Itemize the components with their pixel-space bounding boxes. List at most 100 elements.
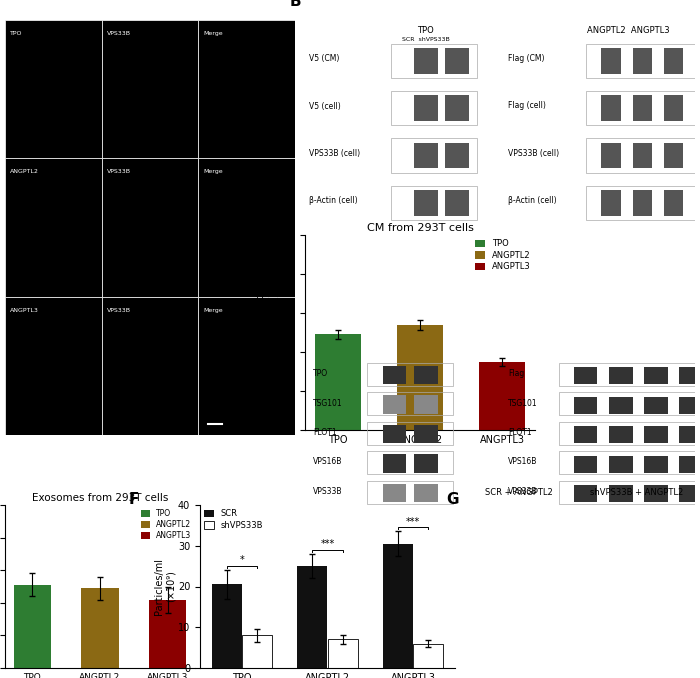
Bar [609, 426, 633, 443]
Text: B: B [289, 0, 301, 9]
Bar [383, 395, 407, 414]
Text: shVPS33B + ANGPTL2: shVPS33B + ANGPTL2 [589, 488, 683, 497]
Bar [241, 635, 272, 668]
Text: β-Actin (cell): β-Actin (cell) [508, 196, 556, 205]
Text: F: F [129, 492, 139, 507]
Text: TPO: TPO [417, 26, 434, 35]
Bar [574, 485, 598, 502]
Bar [664, 142, 683, 168]
Text: ***: *** [406, 517, 421, 527]
Text: 500nm: 500nm [495, 658, 519, 664]
Bar [664, 190, 683, 216]
Legend: TPO, ANGPTL2, ANGPTL3: TPO, ANGPTL2, ANGPTL3 [141, 508, 191, 540]
Bar [5, 297, 102, 435]
Bar [328, 639, 358, 668]
Bar [414, 395, 438, 414]
Bar [414, 643, 443, 668]
Text: VPS33B: VPS33B [313, 487, 342, 496]
Bar [368, 481, 453, 504]
Bar [414, 142, 438, 168]
Title: CM from 293T cells: CM from 293T cells [367, 223, 473, 233]
Text: VPS16B: VPS16B [313, 458, 342, 466]
Bar [5, 159, 102, 297]
Text: FLOT1: FLOT1 [313, 428, 337, 437]
Bar [601, 95, 621, 121]
Bar [609, 456, 633, 473]
Bar [586, 186, 695, 220]
Text: D: D [274, 332, 286, 347]
Bar [383, 454, 407, 473]
Text: TSG101: TSG101 [508, 399, 538, 407]
Bar [574, 367, 598, 384]
Bar [198, 20, 295, 159]
Bar [5, 20, 102, 159]
Y-axis label: Relative intensity
(shVPS33B/SCR): Relative intensity (shVPS33B/SCR) [256, 290, 277, 375]
Bar [609, 397, 633, 414]
Text: VPS33B: VPS33B [106, 308, 130, 313]
Text: FLOT1: FLOT1 [508, 428, 531, 437]
Bar [664, 95, 683, 121]
Bar [414, 95, 438, 121]
Bar [574, 397, 598, 414]
Bar [559, 392, 700, 416]
Text: *: * [239, 555, 244, 565]
Text: 500nm: 500nm [612, 658, 637, 664]
Bar [102, 297, 198, 435]
Text: Flag: Flag [508, 369, 524, 378]
Bar [13, 585, 51, 668]
Text: V5 (CM): V5 (CM) [309, 54, 340, 63]
Bar [445, 190, 469, 216]
Text: Merge: Merge [203, 308, 223, 313]
Bar [644, 426, 668, 443]
Bar [391, 43, 477, 78]
Bar [601, 142, 621, 168]
Bar [680, 367, 700, 384]
Bar [383, 424, 407, 443]
Bar [633, 95, 652, 121]
Text: VPS33B (cell): VPS33B (cell) [309, 148, 360, 158]
Text: VPS33B: VPS33B [106, 170, 130, 174]
Y-axis label: Particles/ml
(×10⁹): Particles/ml (×10⁹) [153, 558, 175, 615]
Text: VPS33B: VPS33B [106, 31, 130, 36]
Text: G: G [446, 492, 459, 507]
Bar [368, 451, 453, 475]
Text: VPS16B: VPS16B [508, 458, 537, 466]
Text: SCR  shVPS33B: SCR shVPS33B [402, 37, 450, 42]
Text: TPO: TPO [313, 369, 328, 378]
Bar [383, 366, 407, 384]
Bar [391, 186, 477, 220]
Bar [445, 95, 469, 121]
Bar [368, 422, 453, 445]
Bar [680, 456, 700, 473]
Text: C: C [241, 220, 252, 235]
Bar [680, 397, 700, 414]
Bar [644, 456, 668, 473]
Bar [680, 426, 700, 443]
Bar [383, 483, 407, 502]
Bar [609, 367, 633, 384]
Bar [198, 159, 295, 297]
Bar [601, 48, 621, 74]
Text: ANGPTL3: ANGPTL3 [10, 308, 38, 313]
Bar [391, 91, 477, 125]
Bar [586, 138, 695, 173]
Bar [574, 426, 598, 443]
Bar [574, 456, 598, 473]
Bar [102, 20, 198, 159]
Bar [664, 48, 683, 74]
Legend: TPO, ANGPTL2, ANGPTL3: TPO, ANGPTL2, ANGPTL3 [475, 239, 531, 271]
Bar [391, 138, 477, 173]
Bar [414, 454, 438, 473]
Bar [445, 48, 469, 74]
Bar [414, 424, 438, 443]
Bar [384, 544, 414, 668]
Bar [81, 588, 118, 668]
Bar [211, 584, 242, 668]
Text: ***: *** [321, 539, 335, 549]
Text: Flag (CM): Flag (CM) [508, 54, 545, 63]
Text: VPS33B: VPS33B [508, 487, 538, 496]
Legend: SCR, shVPS33B: SCR, shVPS33B [204, 509, 263, 530]
Bar [680, 485, 700, 502]
Bar [559, 422, 700, 445]
Bar [644, 397, 668, 414]
